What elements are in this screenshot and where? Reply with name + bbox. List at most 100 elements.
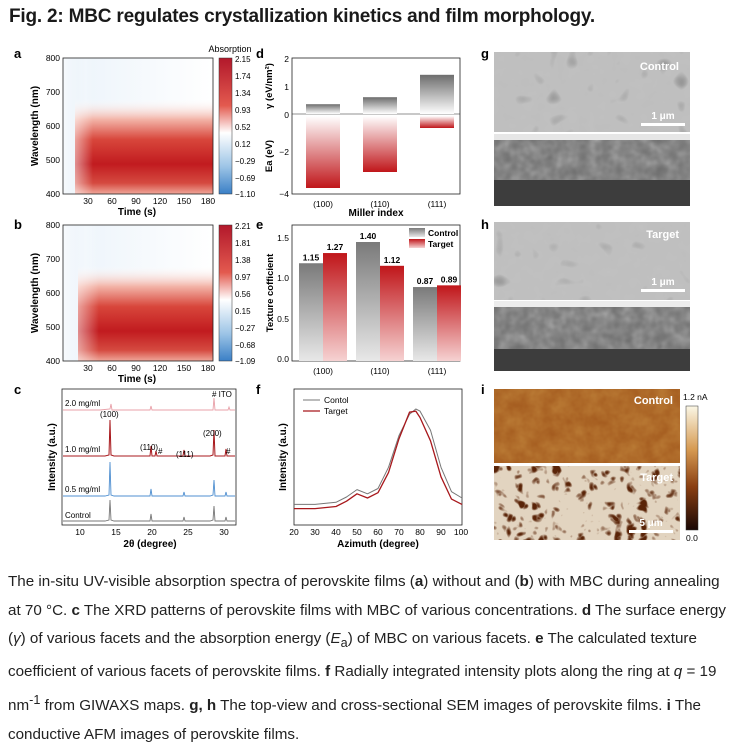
ytick: 700 xyxy=(46,87,60,97)
cbar-tick: −0.68 xyxy=(235,341,256,350)
ytick: 2 xyxy=(284,54,289,64)
chart-d-xticks: (100) (110) (111) xyxy=(313,199,446,209)
heatmap-a-frame xyxy=(62,57,214,195)
cbar-tick: 0.52 xyxy=(235,123,251,132)
colorbar-a-ticks: 2.15 1.74 1.34 0.93 0.52 0.12 −0.29 −0.6… xyxy=(235,55,256,199)
xrd-xlabel: 2θ (degree) xyxy=(123,539,176,550)
bar-control-1 xyxy=(356,242,380,361)
xtick: 180 xyxy=(201,363,215,373)
heatmap-b-onset xyxy=(63,225,99,361)
caption-text: The surface energy ( xyxy=(8,601,726,648)
trace-label: 1.0 mg/ml xyxy=(65,445,100,454)
bar-ea-2 xyxy=(420,116,454,128)
bar-value-label: 1.40 xyxy=(360,231,377,241)
bar-value-label: 1.27 xyxy=(327,242,344,252)
caption-symbol: q xyxy=(673,662,683,680)
caption-text: ) of MBC on various facets. xyxy=(347,630,536,647)
caption-symbol: E xyxy=(330,630,341,647)
trace-label: 2.0 mg/ml xyxy=(65,399,100,408)
xrd-annotations: (100) (110) # (111) (200) # # ITO xyxy=(100,390,232,459)
panel-h-letter: h xyxy=(481,217,489,232)
chart-d-ylabel-top: γ (eV/nm²) xyxy=(264,63,275,109)
bar-control-2 xyxy=(413,287,437,361)
chart-d-xlabel: Miller index xyxy=(348,208,403,219)
xtick: (100) xyxy=(313,199,333,209)
xtick: (111) xyxy=(428,366,447,376)
xtick: 120 xyxy=(153,196,167,206)
xtick: 20 xyxy=(289,527,299,537)
legend-swatch-control xyxy=(409,228,425,237)
colorbar-a xyxy=(218,57,233,195)
cbar-tick: −0.29 xyxy=(235,157,256,166)
xtick: 40 xyxy=(331,527,341,537)
sem-g-scale-label: 1 μm xyxy=(651,111,674,122)
xtick: 90 xyxy=(131,363,141,373)
cbar-tick: 1.34 xyxy=(235,89,251,98)
bar-value-label: 1.15 xyxy=(303,252,320,262)
heatmap-b-band xyxy=(78,225,213,361)
figure: a 800 700 600 500 400 30 60 90 120 150 1… xyxy=(14,44,708,550)
caption-text: ) with MBC during annealing at 70 °C. xyxy=(8,573,720,619)
caption-ref: i xyxy=(666,697,671,715)
xtick: 15 xyxy=(111,527,121,537)
sem-g-label: Control xyxy=(640,61,679,73)
caption-ref: b xyxy=(519,573,529,590)
afm-control-texture xyxy=(494,389,680,463)
cbar-tick: 1.74 xyxy=(235,72,251,81)
xrd-xticks: 10 15 20 25 30 xyxy=(75,527,229,537)
ytick: −4 xyxy=(279,189,289,199)
ytick: 800 xyxy=(46,220,60,230)
legend-label: Control xyxy=(428,228,458,238)
chart-e-legend: Control Target xyxy=(409,228,458,249)
chart-f-xticks: 20 30 40 50 60 70 80 90 100 xyxy=(289,527,468,537)
caption-ref: f xyxy=(325,662,331,680)
ytick: 600 xyxy=(46,121,60,131)
caption-ref: g, h xyxy=(189,697,217,715)
bar-gamma-0 xyxy=(306,104,340,114)
caption-text: ) of various facets and the absorption e… xyxy=(20,630,331,647)
xrd-trace-1mg xyxy=(63,419,235,457)
ytick: 0.0 xyxy=(277,354,289,364)
xtick: 20 xyxy=(147,527,157,537)
chart-d-bars xyxy=(306,74,454,188)
xtick: 25 xyxy=(183,527,193,537)
heatmap-b-xlabel: Time (s) xyxy=(118,374,156,385)
afm-scale-label: 5 μm xyxy=(639,518,662,529)
cbar-tick: −1.09 xyxy=(235,357,256,366)
peak-label: # xyxy=(226,447,231,456)
heatmap-b-ylabel: Wavelength (nm) xyxy=(30,253,41,333)
sem-g-scalebar xyxy=(641,123,685,126)
panel-f-letter: f xyxy=(256,382,261,397)
xtick: (110) xyxy=(370,366,389,376)
sem-g-grains xyxy=(494,52,690,132)
xrd-trace-labels: 2.0 mg/ml 1.0 mg/ml 0.5 mg/ml Control xyxy=(65,399,100,520)
sem-h-film-top xyxy=(494,301,690,307)
cbar-tick: 0.12 xyxy=(235,140,251,149)
xtick: 30 xyxy=(219,527,229,537)
caption-text: = 19 nm xyxy=(8,662,717,715)
cbar-tick: 0.97 xyxy=(235,273,251,282)
chart-f-frame xyxy=(293,388,463,526)
xtick: 120 xyxy=(153,363,167,373)
panel-d-letter: d xyxy=(256,46,264,61)
panel-b: b 800 700 600 500 400 30 60 90 120 150 1… xyxy=(14,217,256,385)
caption-superscript: -1 xyxy=(29,693,41,708)
xtick: 60 xyxy=(107,196,117,206)
caption-text: from GIWAXS maps. xyxy=(40,697,190,715)
heatmap-a-ylabel: Wavelength (nm) xyxy=(30,86,41,166)
xtick: 70 xyxy=(394,527,404,537)
cbar-tick: 1.38 xyxy=(235,256,251,265)
xtick: 100 xyxy=(454,527,468,537)
heatmap-a-onset xyxy=(63,58,93,194)
bar-ea-1 xyxy=(363,116,397,172)
bar-gamma-1 xyxy=(363,97,397,114)
caption-ref: d xyxy=(581,601,592,619)
panel-e: e 1.15 1.40 0.87 1.27 1.12 0.89 1.5 1.0 0.5 0… xyxy=(256,217,461,376)
peak-label: (111) xyxy=(176,450,194,459)
legend-label: Target xyxy=(324,406,348,416)
cbar-tick: −1.10 xyxy=(235,190,256,199)
ytick: 1.0 xyxy=(277,273,289,283)
ytick: 500 xyxy=(46,155,60,165)
xtick: 60 xyxy=(373,527,383,537)
trace-label: Control xyxy=(65,511,91,520)
